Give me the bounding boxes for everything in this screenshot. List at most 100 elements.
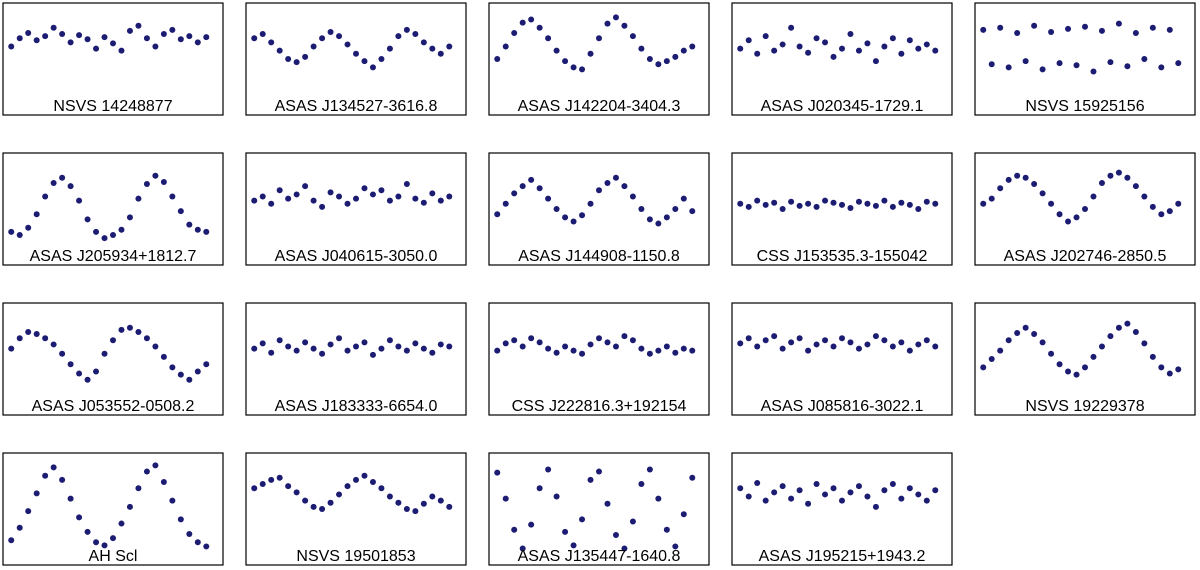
panel-frame	[2, 2, 224, 116]
data-point	[395, 343, 402, 350]
data-point	[805, 347, 812, 354]
data-point	[889, 35, 896, 42]
data-point	[101, 350, 108, 357]
data-point	[429, 190, 436, 197]
data-point	[1056, 60, 1063, 67]
data-point	[152, 343, 159, 350]
panel-title: AH Scl	[89, 548, 138, 565]
data-point	[42, 193, 49, 200]
panel-title: NSVS 15925156	[1025, 98, 1144, 115]
panel-title: ASAS J195215+1943.2	[759, 548, 926, 565]
data-point	[59, 174, 66, 181]
data-point	[898, 495, 905, 502]
data-point	[446, 43, 453, 50]
data-point	[779, 41, 786, 48]
data-point	[612, 174, 619, 181]
data-point	[143, 335, 150, 342]
data-point	[327, 189, 334, 196]
data-point	[50, 180, 57, 186]
data-point	[186, 530, 193, 537]
data-point	[1166, 370, 1173, 377]
data-point	[889, 481, 896, 488]
data-point	[881, 337, 888, 344]
panel-title: ASAS J142204-3404.3	[518, 98, 681, 115]
data-point	[855, 198, 862, 205]
data-point	[42, 472, 49, 479]
panel-frame	[2, 452, 224, 566]
data-point	[293, 191, 300, 198]
panel-title: ASAS J205934+1812.7	[30, 248, 197, 265]
data-point	[545, 345, 552, 352]
data-point	[906, 37, 913, 44]
data-point	[169, 193, 176, 200]
data-point	[186, 376, 193, 383]
data-point	[1166, 208, 1173, 215]
data-point	[745, 335, 752, 342]
data-point	[143, 181, 150, 188]
data-point	[980, 26, 987, 33]
data-point	[169, 26, 176, 33]
data-point	[672, 349, 679, 356]
data-point	[629, 518, 636, 525]
panel-title: NSVS 19501853	[296, 548, 415, 565]
data-point	[361, 58, 368, 65]
data-point	[997, 24, 1004, 31]
data-point	[25, 224, 32, 231]
data-point	[536, 24, 543, 31]
data-point	[285, 343, 292, 350]
data-point	[545, 35, 552, 42]
data-point	[494, 56, 501, 62]
data-point	[737, 485, 744, 492]
data-point	[412, 195, 419, 202]
data-point	[672, 53, 679, 60]
data-point	[1005, 176, 1012, 183]
data-point	[1141, 56, 1148, 62]
data-point	[604, 180, 611, 186]
data-point	[689, 474, 696, 481]
data-point	[1098, 180, 1105, 186]
data-point	[638, 345, 645, 352]
data-point	[259, 31, 266, 38]
data-point	[570, 218, 577, 225]
data-point	[386, 45, 393, 52]
data-point	[587, 200, 594, 207]
data-point	[93, 368, 100, 375]
data-point	[160, 178, 167, 185]
data-point	[1158, 64, 1165, 71]
data-point	[50, 464, 57, 471]
data-point	[203, 34, 210, 41]
panel-frame	[731, 152, 953, 266]
data-point	[378, 345, 385, 352]
data-point	[67, 495, 74, 502]
data-point	[511, 526, 518, 533]
data-point	[519, 343, 526, 350]
data-point	[621, 183, 628, 190]
data-point	[680, 511, 687, 518]
data-point	[8, 228, 15, 235]
data-point	[101, 34, 108, 41]
data-point	[629, 337, 636, 344]
data-point	[663, 526, 670, 533]
data-point	[988, 61, 995, 68]
data-point	[285, 56, 292, 62]
data-point	[822, 39, 829, 46]
data-point	[980, 364, 987, 371]
data-point	[1149, 353, 1156, 360]
data-point	[361, 339, 368, 346]
data-point	[437, 50, 444, 57]
data-point	[915, 341, 922, 348]
panel-title: ASAS J183333-6654.0	[275, 398, 438, 415]
data-point	[110, 40, 116, 47]
data-point	[1149, 203, 1156, 210]
data-point	[796, 335, 803, 342]
data-point	[528, 521, 535, 528]
data-point	[76, 32, 83, 39]
data-point	[528, 176, 535, 183]
data-point	[754, 50, 761, 57]
data-point	[319, 506, 326, 512]
data-point	[412, 31, 419, 38]
data-point	[143, 468, 150, 475]
data-point	[553, 206, 560, 212]
data-point	[1124, 63, 1131, 70]
data-point	[1056, 211, 1063, 218]
